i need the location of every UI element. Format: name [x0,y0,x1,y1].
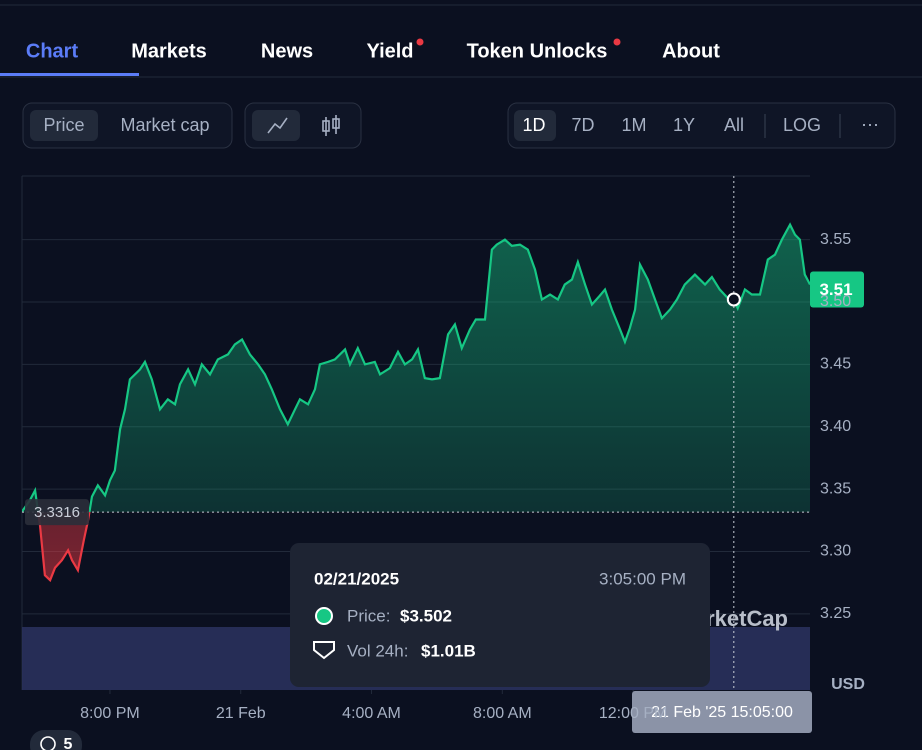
y-tick-label: 3.40 [820,418,851,435]
y-unit: USD [831,676,865,693]
tooltip-volume: $1.01B [421,641,476,660]
notification-dot [416,38,424,46]
tooltip-volume-label: Vol 24h: [347,641,408,660]
history-count: 5 [64,736,73,750]
last-price-label: 3.51 [819,280,852,299]
tab[interactable]: About [662,40,720,62]
tooltip [290,543,710,687]
range-button[interactable]: All [724,115,744,135]
tab[interactable]: Markets [131,40,207,62]
x-tick-label: 8:00 AM [473,705,532,722]
selected-button [514,110,556,141]
history-badge[interactable] [30,730,82,750]
active-tab-underline [0,73,139,76]
x-tick-label: 21 Feb [216,705,266,722]
tooltip-time: 3:05:00 PM [599,569,686,588]
volume-icon [313,641,335,660]
y-tick-label: 3.30 [820,543,851,560]
x-tick-label: 8:00 PM [80,705,140,722]
y-tick-label: 3.45 [820,356,851,373]
selected-button [30,110,98,141]
crosshair-date-box [632,691,812,733]
price-area [22,224,810,513]
y-tick-label: 3.25 [820,605,851,622]
x-tick-label: 12:00 PM [599,705,667,722]
tab[interactable]: Yield [366,40,413,62]
y-tick-label: 3.50 [820,293,851,310]
history-icon [40,736,56,750]
range-button[interactable]: 7D [571,115,594,135]
range-buttons: 1D 7D 1M 1Y All [522,115,744,135]
tab[interactable]: Token Unlocks [467,40,608,62]
tooltip-date: 02/21/2025 [314,569,399,588]
x-tick-label: 4:00 AM [342,705,401,722]
last-price-tag [810,271,864,308]
tab[interactable]: News [261,40,313,62]
range-button[interactable]: 1Y [673,115,695,135]
price-button[interactable]: Price [43,115,84,135]
y-tick-label: 3.35 [820,480,851,497]
more-button[interactable]: ⋯ [861,115,879,135]
price-line [22,222,810,513]
baseline-label: 3.3316 [34,504,80,521]
price-dot [315,607,333,625]
crosshair-date: 21 Feb '25 15:05:00 [651,704,793,721]
log-button[interactable]: LOG [783,115,821,135]
range-toggle [507,102,896,149]
tooltip-price-label: Price: [347,606,390,625]
tooltip-price: $3.502 [400,606,452,625]
market-cap-button[interactable]: Market cap [120,115,209,135]
crosshair-point [726,292,741,307]
candle-icon[interactable] [322,115,340,136]
range-button[interactable]: 1D [522,115,545,135]
y-tick-label: 3.55 [820,231,851,248]
tab-bar: Chart Markets News Yield Token Unlocks About [26,40,720,62]
price-area-below [38,512,90,581]
range-button[interactable]: 1M [621,115,646,135]
baseline-label-box [25,499,89,526]
overlay: 3.3316CoinMarketCap3.5102/21/20253:05:00… [25,176,864,733]
tab[interactable]: Chart [26,40,79,62]
line-icon [267,117,288,134]
notification-dot [613,38,621,46]
